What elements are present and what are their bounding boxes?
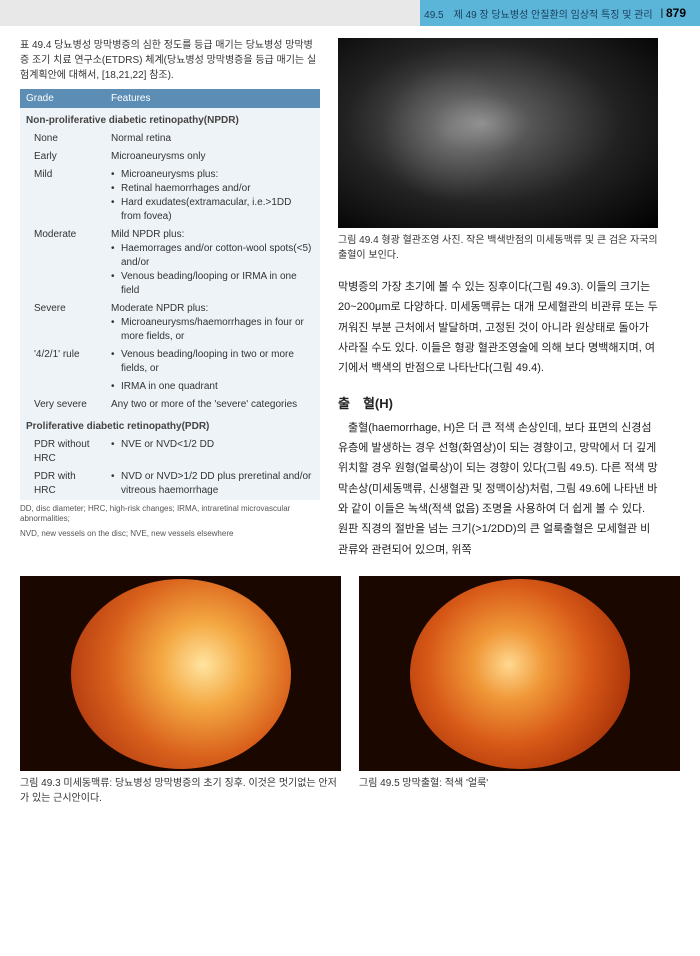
grade-cell: PDR without HRC	[20, 436, 105, 468]
feature-cell: IRMA in one quadrant	[105, 378, 320, 396]
footnote-2: NVD, new vessels on the disc; NVE, new v…	[20, 529, 320, 539]
grade-cell: PDR with HRC	[20, 468, 105, 500]
bottom-figures: 그림 49.3 미세동맥류: 당뇨병성 망막병증의 초기 징후. 이것은 멋기없…	[0, 572, 700, 816]
figure-49-3: 그림 49.3 미세동맥류: 당뇨병성 망막병증의 초기 징후. 이것은 멋기없…	[20, 576, 341, 806]
th-features: Features	[105, 89, 320, 108]
grade-cell: None	[20, 130, 105, 148]
feature-cell: Mild NPDR plus:Haemorrages and/or cotton…	[105, 226, 320, 300]
figure-49-5: 그림 49.5 망막출혈: 적색 '얼룩'	[359, 576, 680, 806]
figure-49-5-image	[359, 576, 680, 771]
right-column: 그림 49.4 형광 혈관조영 사진. 작은 백색반점의 미세동맥류 및 큰 검…	[338, 38, 658, 560]
left-column: 표 49.4 당뇨병성 망막병증의 심한 정도를 등급 매기는 당뇨병성 망막병…	[20, 38, 320, 560]
paragraph-1: 막병증의 가장 초기에 볼 수 있는 징후이다(그림 49.3). 이들의 크기…	[338, 277, 658, 379]
feature-cell: Microaneurysms plus:Retinal haemorrhages…	[105, 166, 320, 226]
feature-cell: NVE or NVD<1/2 DD	[105, 436, 320, 468]
page-number: 879	[666, 6, 686, 20]
feature-cell: Normal retina	[105, 130, 320, 148]
grade-cell: Mild	[20, 166, 105, 226]
feature-cell: Venous beading/looping in two or more fi…	[105, 346, 320, 378]
chapter-title: 49.5 제 49 장 당뇨병성 안질환의 임상적 특징 및 관리	[424, 6, 652, 21]
figure-49-4-image	[338, 38, 658, 228]
grade-cell: Very severe	[20, 396, 105, 414]
grade-cell: Early	[20, 148, 105, 166]
figure-49-5-caption: 그림 49.5 망막출혈: 적색 '얼룩'	[359, 776, 680, 791]
footnote-1: DD, disc diameter; HRC, high-risk change…	[20, 504, 320, 525]
page-header: 49.5 제 49 장 당뇨병성 안질환의 임상적 특징 및 관리 | 879	[0, 0, 700, 26]
grade-cell: '4/2/1' rule	[20, 346, 105, 378]
page: 49.5 제 49 장 당뇨병성 안질환의 임상적 특징 및 관리 | 879 …	[0, 0, 700, 956]
feature-cell: Any two or more of the 'severe' categori…	[105, 396, 320, 414]
th-grade: Grade	[20, 89, 105, 108]
figure-49-4-caption: 그림 49.4 형광 혈관조영 사진. 작은 백색반점의 미세동맥류 및 큰 검…	[338, 233, 658, 263]
feature-cell: NVD or NVD>1/2 DD plus preretinal and/or…	[105, 468, 320, 500]
section-npdr: Non-proliferative diabetic retinopathy(N…	[20, 108, 320, 130]
grade-table: GradeFeatures Non-proliferative diabetic…	[20, 89, 320, 500]
figure-49-3-caption: 그림 49.3 미세동맥류: 당뇨병성 망막병증의 초기 징후. 이것은 멋기없…	[20, 776, 341, 806]
feature-cell: Moderate NPDR plus:Microaneurysms/haemor…	[105, 300, 320, 346]
section-heading-hemorrhage: 출 혈(H)	[338, 393, 658, 412]
grade-cell: Moderate	[20, 226, 105, 300]
divider: |	[661, 8, 664, 19]
grade-cell: Severe	[20, 300, 105, 346]
section-pdr: Proliferative diabetic retinopathy(PDR)	[20, 414, 320, 436]
paragraph-2: 출혈(haemorrhage, H)은 더 큰 적색 손상인데, 보다 표면의 …	[338, 418, 658, 560]
main-content: 표 49.4 당뇨병성 망막병증의 심한 정도를 등급 매기는 당뇨병성 망막병…	[0, 26, 700, 572]
feature-cell: Microaneurysms only	[105, 148, 320, 166]
figure-49-3-image	[20, 576, 341, 771]
table-caption: 표 49.4 당뇨병성 망막병증의 심한 정도를 등급 매기는 당뇨병성 망막병…	[20, 38, 320, 83]
